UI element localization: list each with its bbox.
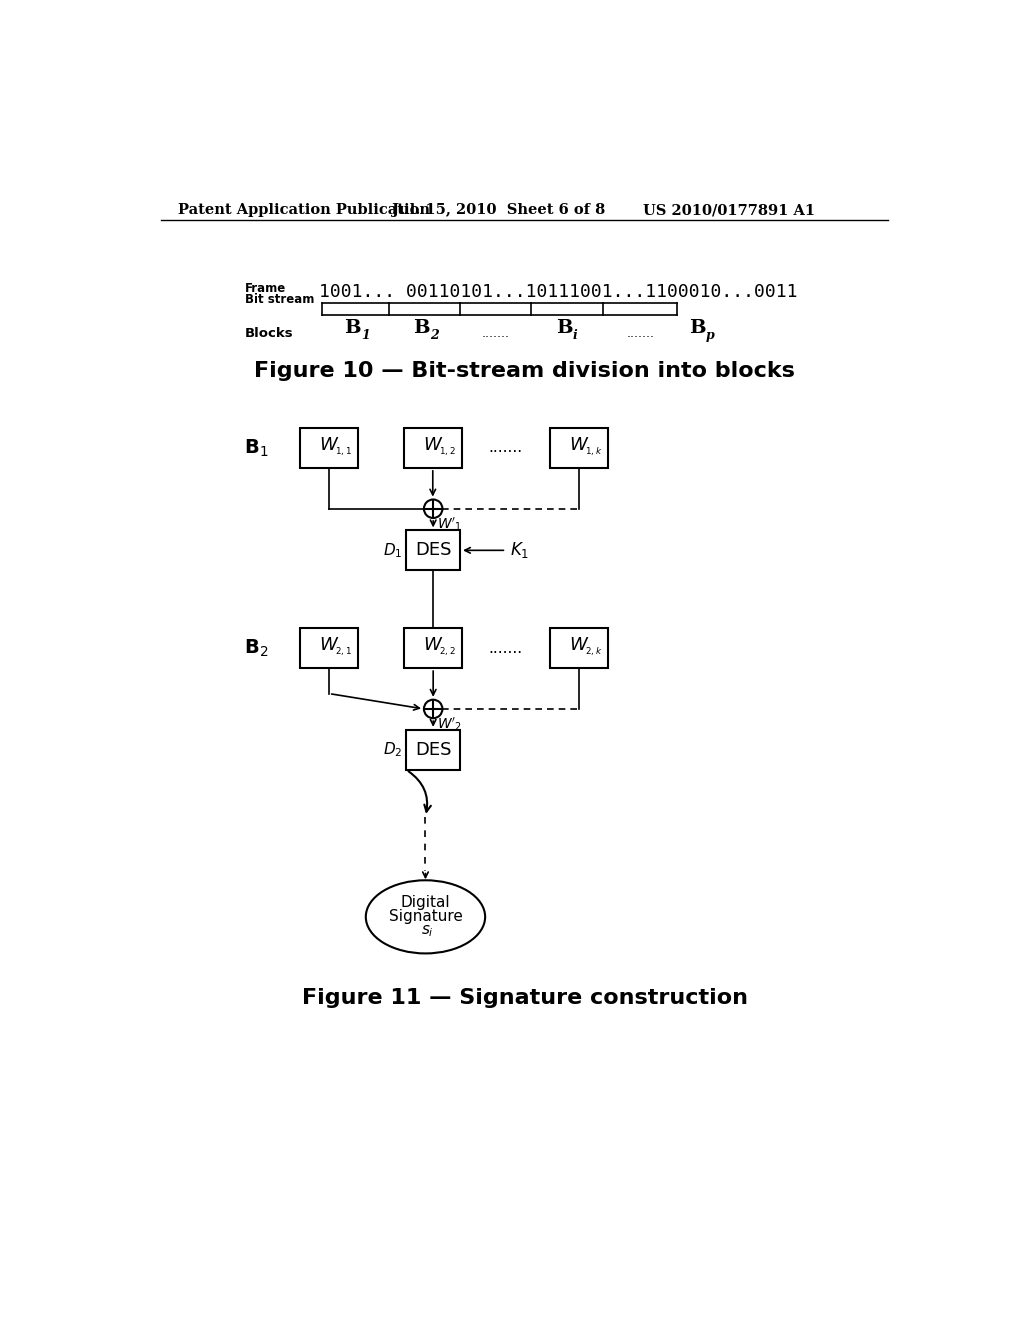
FancyBboxPatch shape (407, 531, 460, 570)
FancyBboxPatch shape (403, 628, 462, 668)
Text: B: B (414, 319, 430, 337)
Text: $W$: $W$ (318, 636, 339, 653)
FancyBboxPatch shape (550, 428, 608, 469)
Text: $W$: $W$ (423, 436, 443, 454)
Text: Patent Application Publication: Patent Application Publication (178, 203, 430, 216)
Text: $W$: $W$ (569, 636, 589, 653)
FancyBboxPatch shape (407, 730, 460, 770)
Text: .......: ....... (627, 327, 654, 341)
Text: B: B (689, 319, 706, 337)
FancyBboxPatch shape (300, 628, 357, 668)
Text: 2: 2 (430, 329, 439, 342)
Text: Signature: Signature (388, 909, 463, 924)
Text: 1001... 00110101...10111001...1100010...0011: 1001... 00110101...10111001...1100010...… (319, 282, 798, 301)
Text: .......: ....... (488, 441, 523, 455)
Text: B: B (344, 319, 360, 337)
Text: Jul. 15, 2010  Sheet 6 of 8: Jul. 15, 2010 Sheet 6 of 8 (392, 203, 605, 216)
Text: $_{1,1}$: $_{1,1}$ (335, 445, 352, 458)
Text: p: p (706, 329, 715, 342)
Text: Figure 10 — Bit-stream division into blocks: Figure 10 — Bit-stream division into blo… (254, 360, 796, 381)
Text: Frame: Frame (245, 281, 286, 294)
Text: $D_2$: $D_2$ (383, 741, 402, 759)
Text: $W'_2$: $W'_2$ (437, 715, 462, 733)
FancyBboxPatch shape (300, 428, 357, 469)
Text: $_{2,1}$: $_{2,1}$ (335, 644, 352, 657)
Text: .......: ....... (481, 327, 510, 341)
Text: .......: ....... (488, 640, 523, 656)
Text: Digital: Digital (400, 895, 451, 911)
Text: $_{2,2}$: $_{2,2}$ (439, 644, 456, 657)
FancyBboxPatch shape (403, 428, 462, 469)
Text: $\mathbf{B}_1$: $\mathbf{B}_1$ (244, 437, 268, 458)
Text: $W$: $W$ (569, 436, 589, 454)
Text: US 2010/0177891 A1: US 2010/0177891 A1 (643, 203, 815, 216)
Text: DES: DES (415, 741, 452, 759)
Text: Figure 11 — Signature construction: Figure 11 — Signature construction (302, 987, 748, 1007)
Text: DES: DES (415, 541, 452, 560)
Text: $D_1$: $D_1$ (383, 541, 402, 560)
Text: $_{1,k}$: $_{1,k}$ (586, 445, 603, 458)
Text: $W$: $W$ (318, 436, 339, 454)
Text: $_{2,k}$: $_{2,k}$ (586, 644, 603, 657)
FancyBboxPatch shape (550, 628, 608, 668)
Text: Bit stream: Bit stream (245, 293, 314, 306)
Text: $K_1$: $K_1$ (510, 540, 529, 560)
Text: i: i (572, 329, 578, 342)
Text: $\mathbf{B}_2$: $\mathbf{B}_2$ (244, 638, 268, 659)
Text: $W'_1$: $W'_1$ (437, 515, 462, 533)
Text: 1: 1 (360, 329, 370, 342)
Text: $W$: $W$ (423, 636, 443, 653)
Text: Blocks: Blocks (245, 327, 293, 341)
Text: $_{1,2}$: $_{1,2}$ (439, 445, 456, 458)
Text: B: B (556, 319, 572, 337)
Text: $s_i$: $s_i$ (421, 923, 434, 939)
